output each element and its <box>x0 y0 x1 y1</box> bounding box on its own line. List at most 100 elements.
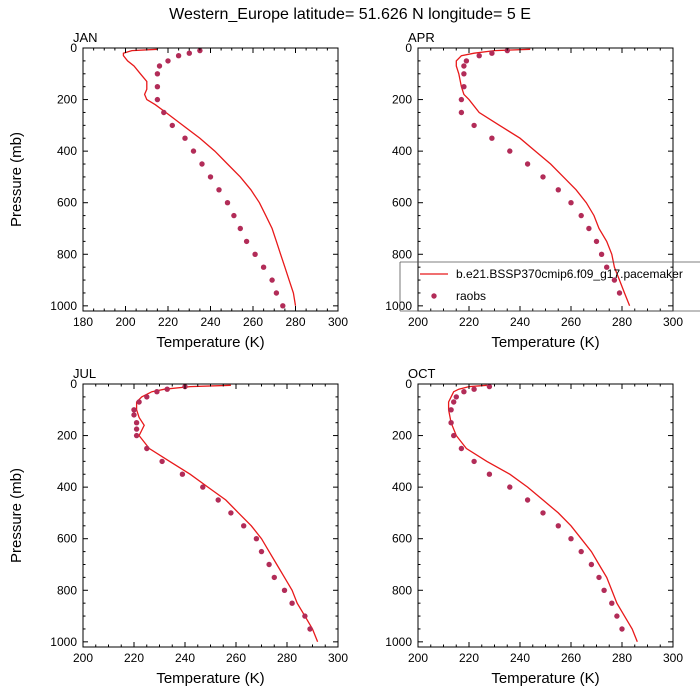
y-tick-label: 400 <box>392 480 412 494</box>
raobs-point <box>200 484 206 490</box>
x-tick-label: 200 <box>73 651 93 665</box>
raobs-point <box>619 626 625 632</box>
y-tick-label: 1000 <box>50 299 77 313</box>
raobs-point <box>136 399 142 405</box>
legend-label: b.e21.BSSP370cmip6.f09_g17.pacemaker <box>456 267 683 281</box>
x-tick-label: 260 <box>226 651 246 665</box>
raobs-point <box>228 510 234 516</box>
model-profile-line <box>447 384 638 643</box>
y-tick-label: 600 <box>57 532 77 546</box>
raobs-point <box>161 109 167 116</box>
raobs-point <box>199 161 205 167</box>
raobs-point <box>451 399 457 405</box>
raobs-point <box>461 71 467 77</box>
raobs-point <box>237 225 243 232</box>
raobs-point <box>131 412 137 418</box>
raobs-point <box>489 50 495 56</box>
y-tick-label: 200 <box>57 429 77 443</box>
raobs-point <box>260 264 267 270</box>
raobs-point <box>596 574 602 581</box>
y-axis-title: Pressure (mb) <box>8 468 25 563</box>
raobs-point <box>453 394 459 400</box>
raobs-point <box>302 613 308 619</box>
raobs-point <box>273 290 280 296</box>
raobs-point <box>458 96 465 103</box>
legend: b.e21.BSSP370cmip6.f09_g17.pacemakerraob… <box>399 261 700 312</box>
raobs-point <box>131 407 137 413</box>
raobs-point <box>154 389 160 395</box>
raobs-point <box>586 225 592 232</box>
raobs-point <box>169 122 175 129</box>
y-axis-title: Pressure (mb) <box>8 132 25 227</box>
x-tick-label: 280 <box>285 315 305 329</box>
x-tick-label: 200 <box>115 315 135 329</box>
raobs-point <box>164 386 170 392</box>
y-tick-label: 1000 <box>385 635 412 649</box>
x-tick-label: 220 <box>459 651 479 665</box>
x-tick-label: 220 <box>158 315 178 329</box>
raobs-point <box>458 445 465 452</box>
x-tick-label: 280 <box>612 651 632 665</box>
raobs-point <box>486 383 493 390</box>
model-profile-line <box>455 48 631 307</box>
raobs-point <box>289 600 295 606</box>
y-tick-label: 400 <box>57 480 77 494</box>
raobs-point <box>186 50 192 56</box>
raobs-point <box>269 277 275 283</box>
y-tick-label: 0 <box>405 41 412 55</box>
raobs-point <box>471 458 477 465</box>
raobs-point <box>458 109 465 116</box>
x-tick-label: 300 <box>663 651 683 665</box>
y-tick-label: 600 <box>392 532 412 546</box>
raobs-point <box>609 600 615 606</box>
raobs-point <box>463 58 470 64</box>
raobs-point <box>507 484 513 490</box>
y-tick-label: 400 <box>57 144 77 158</box>
panel-jul: 200 220 240 260 280 300 0 200 400 600 800 1000 JUL Te… <box>8 366 348 687</box>
raobs-point <box>540 174 546 180</box>
raobs-point <box>461 84 467 90</box>
raobs-point <box>154 71 161 77</box>
x-tick-label: 300 <box>663 315 683 329</box>
raobs-point <box>471 386 477 392</box>
raobs-point <box>476 53 482 59</box>
legend-label: raobs <box>456 289 486 303</box>
x-tick-label: 280 <box>612 315 632 329</box>
raobs-point <box>190 148 197 154</box>
raobs-point <box>197 47 203 54</box>
raobs-point <box>175 53 182 59</box>
raobs-point <box>555 187 561 193</box>
y-tick-label: 800 <box>392 247 412 261</box>
x-axis-title: Temperature (K) <box>491 334 599 351</box>
raobs-point <box>271 574 277 581</box>
raobs-point <box>524 497 531 503</box>
x-axis-title: Temperature (K) <box>491 670 599 687</box>
y-tick-label: 400 <box>392 144 412 158</box>
y-tick-label: 1000 <box>50 635 77 649</box>
y-tick-label: 800 <box>57 247 77 261</box>
x-axis-title: Temperature (K) <box>156 334 264 351</box>
x-tick-label: 220 <box>124 651 144 665</box>
x-tick-label: 200 <box>408 315 428 329</box>
raobs-point <box>578 548 584 555</box>
x-tick-label: 300 <box>328 651 348 665</box>
raobs-point <box>601 587 607 593</box>
raobs-point <box>614 613 620 619</box>
raobs-point <box>448 407 454 413</box>
x-tick-label: 180 <box>73 315 93 329</box>
raobs-point <box>280 303 286 309</box>
raobs-point <box>241 523 247 529</box>
raobs-point <box>216 187 222 193</box>
raobs-point <box>231 212 237 219</box>
x-tick-label: 240 <box>175 651 195 665</box>
raobs-point <box>461 389 467 395</box>
y-tick-label: 1000 <box>385 299 412 313</box>
x-tick-label: 240 <box>510 315 530 329</box>
raobs-point <box>598 251 605 257</box>
raobs-point <box>179 471 186 477</box>
y-tick-label: 200 <box>392 93 412 107</box>
raobs-point <box>611 277 618 283</box>
raobs-point <box>154 96 161 103</box>
raobs-point <box>588 561 595 568</box>
